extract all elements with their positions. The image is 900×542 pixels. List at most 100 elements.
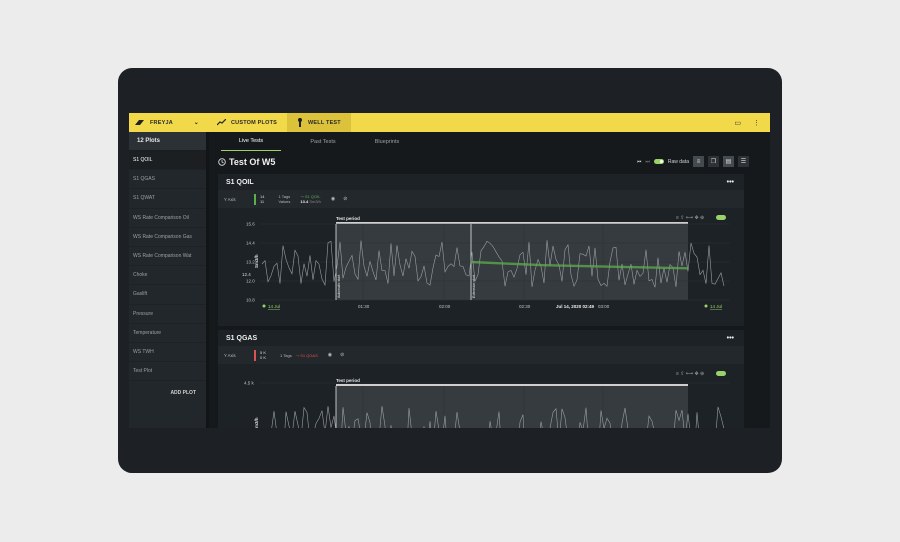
series-current-value: 13.4 Sm3/h bbox=[300, 199, 321, 204]
raw-data-toggle[interactable] bbox=[653, 159, 664, 164]
y-tick-label: 12.0 bbox=[246, 279, 255, 284]
tab-live-tests[interactable]: Live Tests bbox=[221, 132, 281, 151]
y-range-top: 5 K bbox=[260, 350, 267, 355]
sidebar-item-ws-wat[interactable]: WS Rate Comparison Wat bbox=[129, 247, 206, 267]
nav-well-test-label: WELL TEST bbox=[308, 119, 341, 126]
y-tick-label: 4.5 k bbox=[244, 381, 255, 386]
y-tick-label: 14.4 bbox=[246, 241, 255, 246]
chart-tools-icons: ≡ ⇧ ⟷ ✥ ⊕ bbox=[676, 215, 704, 221]
link-icon[interactable]: ⊘ bbox=[343, 196, 348, 202]
y-axis-label: Y Axis bbox=[224, 196, 236, 202]
chevron-down-icon: ⌄ bbox=[193, 120, 199, 126]
event-label: Automatic start bbox=[337, 275, 341, 298]
panel-info-bar: Y Axis 5 K 0 K 1 Tags ⊸ S1 QGAS ◉ ⊘ bbox=[218, 346, 744, 364]
x-tick-label: 01:30 bbox=[358, 304, 370, 309]
x-tick-label: 02:00 bbox=[439, 304, 451, 309]
raw-data-line bbox=[261, 240, 725, 288]
tags-label: 1 Tags bbox=[280, 352, 292, 358]
raw-data-label: Raw data bbox=[667, 158, 689, 165]
axis-color-bar bbox=[254, 193, 256, 205]
y-range: 5 K 0 K bbox=[260, 350, 266, 360]
eye-icon[interactable]: ◉ bbox=[327, 352, 333, 358]
sidebar-header: 12 Plots bbox=[129, 132, 206, 151]
more-options-icon[interactable]: ••• bbox=[726, 334, 734, 342]
series-legend-label: ⊸ S1 QGAS bbox=[295, 352, 318, 358]
tab-past-tests[interactable]: Past Tests bbox=[310, 138, 336, 145]
copy-icon[interactable]: ❐ bbox=[708, 156, 719, 167]
test-period-label: Test period bbox=[336, 216, 360, 221]
test-period-region bbox=[336, 386, 688, 428]
sidebar-item-choke[interactable]: Choke bbox=[129, 266, 206, 286]
add-plot-button[interactable]: ADD PLOT bbox=[129, 383, 206, 403]
y-tick-label: 13.2 bbox=[246, 260, 255, 265]
y-range-bottom: 11 bbox=[260, 199, 265, 204]
add-plot-label: ADD PLOT bbox=[170, 390, 196, 396]
series-line-s1-qoil bbox=[470, 260, 689, 270]
y-range-top: 14 bbox=[260, 194, 265, 199]
sidebar-item-s1-qoil[interactable]: S1 QOIL bbox=[129, 151, 206, 171]
test-period-bar bbox=[336, 222, 688, 224]
skip-back-icon[interactable]: ⏮ bbox=[636, 158, 642, 165]
event-label: Extension start bbox=[472, 275, 476, 298]
sidebar-item-gaslift[interactable]: Gaslift bbox=[129, 285, 206, 305]
values-label: Values bbox=[278, 199, 291, 204]
skip-forward-icon[interactable]: ⏭ bbox=[645, 158, 650, 165]
end-date-label: 14 Jul bbox=[710, 304, 722, 309]
page-title: Test Of W5 bbox=[229, 157, 276, 167]
sidebar-item-pressure[interactable]: Pressure bbox=[129, 305, 206, 324]
app-screen: FREYJA ⌄ CUSTOM PLOTS WELL TEST ▭ ⋮ 12 P… bbox=[129, 113, 770, 428]
brand-label: FREYJA bbox=[150, 119, 173, 126]
plot-panel-s1-qgas: S1 QGAS ••• Y Axis 5 K 0 K 1 Tags ⊸ S1 Q… bbox=[218, 330, 744, 428]
tab-blueprints[interactable]: Blueprints bbox=[374, 138, 400, 145]
tag-count: 1 Tags Values bbox=[278, 194, 290, 204]
chart-s1-qoil: ≡ ⇧ ⟷ ✥ ⊕ Test period 15.6 14.4 13.2 12.0 10.8… bbox=[242, 215, 730, 309]
list-view-icon[interactable]: ▤ bbox=[723, 156, 734, 167]
trend-icon bbox=[217, 119, 226, 126]
end-marker bbox=[704, 304, 708, 308]
well-icon bbox=[298, 118, 302, 127]
sidebar-item-test-plot[interactable]: Test Plot bbox=[129, 362, 206, 382]
chat-icon[interactable]: ▭ bbox=[734, 119, 741, 127]
axis-color-bar bbox=[254, 349, 256, 361]
sidebar-item-ws-oil[interactable]: WS Rate Comparison Oil bbox=[129, 209, 206, 228]
kebab-icon[interactable]: ⋮ bbox=[753, 119, 760, 127]
eye-icon[interactable]: ◉ bbox=[330, 196, 336, 202]
y-tick-label: 10.8 bbox=[246, 298, 255, 303]
panel-title: S1 QGAS bbox=[226, 334, 258, 342]
sidebar-item-ws-twh[interactable]: WS TWH bbox=[129, 343, 206, 363]
nav-custom-plots[interactable]: CUSTOM PLOTS bbox=[207, 113, 287, 132]
nav-well-test[interactable]: WELL TEST bbox=[287, 113, 351, 132]
start-marker bbox=[262, 304, 266, 308]
more-options-icon[interactable]: ••• bbox=[726, 178, 734, 186]
panel-info-bar: Y Axis 14 11 1 Tags Values ⊸ S1 QOIL 13.… bbox=[218, 190, 744, 208]
tag-count: 1 Tags ⊸ S1 QGAS bbox=[280, 353, 318, 358]
sidebar-item-temperature[interactable]: Temperature bbox=[129, 324, 206, 343]
tab-bar: Live Tests Past Tests Blueprints bbox=[209, 132, 417, 151]
panel-header: S1 QGAS ••• bbox=[218, 330, 744, 346]
chart-toggle bbox=[716, 371, 726, 376]
sidebar-item-s1-qwat[interactable]: S1 QWAT bbox=[129, 189, 206, 209]
panel-header: S1 QOIL ••• bbox=[218, 174, 744, 190]
x-tick-label: 02:30 bbox=[519, 304, 531, 309]
test-period-bar bbox=[336, 384, 688, 386]
menu-view-icon[interactable]: ☰ bbox=[738, 156, 749, 167]
chart-tools-icons: ≡ ⇧ ⟷ ✥ ⊕ bbox=[676, 371, 704, 377]
y-range: 14 11 bbox=[260, 194, 264, 204]
sidebar-divider bbox=[206, 132, 209, 428]
sidebar-item-s1-qgas[interactable]: S1 QGAS bbox=[129, 170, 206, 190]
test-period-label: Test period bbox=[336, 378, 360, 383]
y-axis-title: m3/h bbox=[254, 417, 259, 428]
plot-panel-s1-qoil: S1 QOIL ••• Y Axis 14 11 1 Tags Values ⊸… bbox=[218, 174, 744, 326]
top-bar: FREYJA ⌄ CUSTOM PLOTS WELL TEST ▭ ⋮ bbox=[129, 113, 770, 132]
link-icon[interactable]: ⊘ bbox=[340, 352, 345, 358]
nav-custom-plots-label: CUSTOM PLOTS bbox=[231, 119, 277, 126]
clock-icon bbox=[218, 158, 226, 166]
brand-selector[interactable]: FREYJA ⌄ bbox=[129, 113, 207, 132]
x-tick-label: 03:00 bbox=[598, 304, 610, 309]
main-content: Live Tests Past Tests Blueprints Test Of… bbox=[209, 132, 755, 428]
chart-toggle bbox=[716, 215, 726, 220]
sidebar-item-ws-gas[interactable]: WS Rate Comparison Gas bbox=[129, 228, 206, 247]
compact-view-icon[interactable]: ≡ bbox=[693, 156, 704, 167]
toolbar: ⏮ ⏭ Raw data ≡ ❐ ▤ ☰ bbox=[637, 156, 749, 167]
